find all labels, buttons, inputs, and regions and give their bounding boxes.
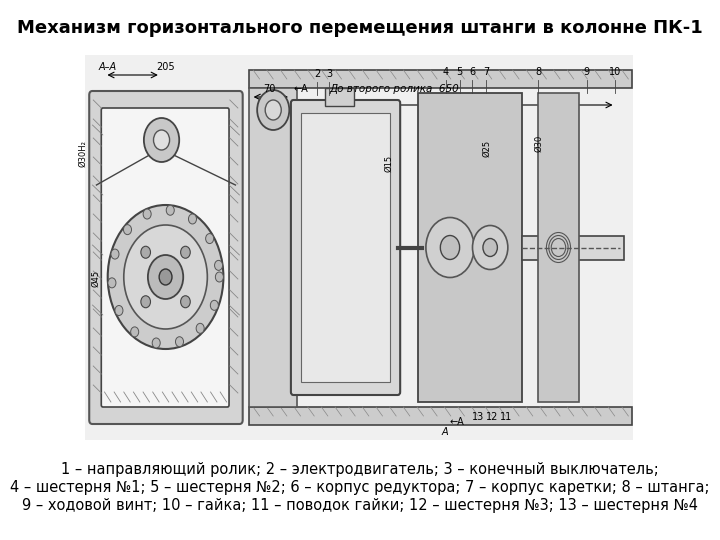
Text: 6: 6 [469, 67, 475, 77]
Text: Ø15: Ø15 [384, 155, 393, 172]
FancyBboxPatch shape [102, 108, 229, 407]
Bar [522, 235, 624, 260]
Text: 5: 5 [456, 67, 463, 77]
Bar [249, 70, 631, 88]
Text: 10: 10 [608, 67, 621, 77]
Circle shape [215, 272, 223, 282]
Circle shape [166, 205, 174, 215]
Circle shape [181, 296, 190, 308]
Bar [418, 93, 522, 402]
Text: Ø45: Ø45 [91, 270, 101, 287]
Text: 4: 4 [443, 67, 449, 77]
Text: 12: 12 [485, 412, 498, 422]
Text: До второго ролика  650: До второго ролика 650 [330, 84, 459, 94]
Circle shape [483, 239, 498, 256]
Circle shape [441, 235, 459, 260]
Text: 9 – ходовой винт; 10 – гайка; 11 – поводок гайки; 12 – шестерня №3; 13 – шестерн: 9 – ходовой винт; 10 – гайка; 11 – повод… [22, 498, 698, 513]
Text: A–A: A–A [98, 62, 116, 72]
Circle shape [108, 205, 223, 349]
Circle shape [153, 130, 170, 150]
Circle shape [257, 90, 289, 130]
Circle shape [210, 300, 218, 310]
Text: 70: 70 [264, 84, 276, 94]
Text: Ø25: Ø25 [482, 140, 491, 157]
Circle shape [108, 278, 116, 288]
Circle shape [265, 100, 282, 120]
Text: Механизм горизонтального перемещения штанги в колонне ПК-1: Механизм горизонтального перемещения шта… [17, 19, 703, 37]
Circle shape [141, 296, 150, 308]
Bar [539, 93, 579, 402]
Circle shape [181, 246, 190, 258]
Circle shape [130, 327, 139, 337]
Text: ←A: ←A [293, 84, 308, 94]
Circle shape [176, 337, 184, 347]
Circle shape [111, 249, 119, 259]
Circle shape [123, 225, 132, 234]
Text: 7: 7 [483, 67, 490, 77]
Text: 13: 13 [472, 412, 485, 422]
Bar [249, 407, 631, 425]
Text: ←A: ←A [450, 417, 464, 427]
Circle shape [472, 226, 508, 269]
Text: 3: 3 [326, 69, 333, 79]
FancyBboxPatch shape [89, 91, 243, 424]
Circle shape [124, 225, 207, 329]
Text: A: A [442, 427, 449, 437]
Text: 1 – направляющий ролик; 2 – электродвигатель; 3 – конечный выключатель;: 1 – направляющий ролик; 2 – электродвига… [61, 462, 659, 477]
Circle shape [426, 218, 474, 278]
Circle shape [159, 269, 172, 285]
Circle shape [215, 260, 222, 271]
Circle shape [143, 209, 151, 219]
Circle shape [206, 234, 214, 244]
Text: 205: 205 [157, 62, 176, 72]
Circle shape [141, 246, 150, 258]
Text: 4 – шестерня №1; 5 – шестерня №2; 6 – корпус редуктора; 7 – корпус каретки; 8 – : 4 – шестерня №1; 5 – шестерня №2; 6 – ко… [10, 480, 710, 495]
Circle shape [144, 118, 179, 162]
Text: 11: 11 [500, 412, 513, 422]
Circle shape [152, 338, 161, 348]
Circle shape [189, 214, 197, 224]
Text: Ø30H₂: Ø30H₂ [78, 140, 88, 167]
Bar [85, 55, 633, 440]
Text: 9: 9 [583, 67, 590, 77]
Text: Ø30: Ø30 [534, 135, 544, 152]
Circle shape [115, 306, 123, 315]
Text: 8: 8 [535, 67, 541, 77]
Bar [325, 88, 354, 106]
FancyBboxPatch shape [291, 100, 400, 395]
Circle shape [148, 255, 183, 299]
Bar [249, 88, 297, 407]
Bar [302, 113, 390, 382]
Text: 2: 2 [315, 69, 320, 79]
Circle shape [196, 323, 204, 333]
